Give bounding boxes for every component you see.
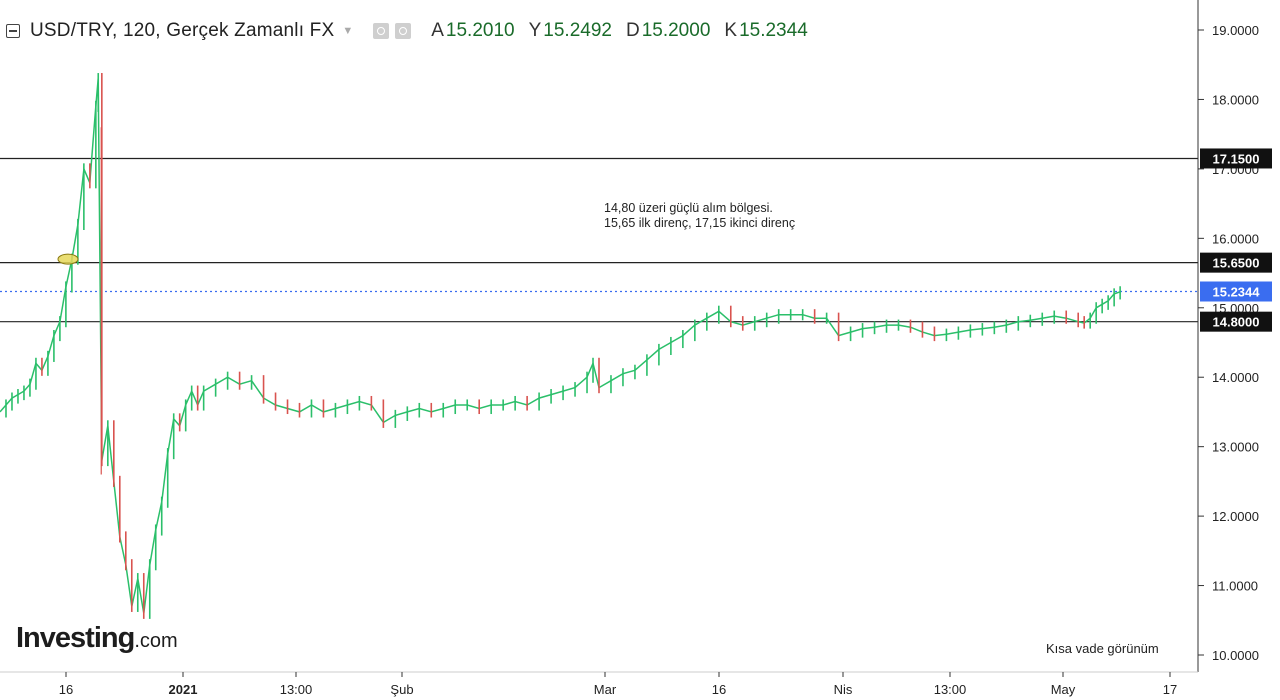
ohlc-low: D 15.2000 xyxy=(625,20,711,41)
ohlc-close: K 15.2344 xyxy=(724,20,808,41)
x-tick-label: 2021 xyxy=(169,682,198,697)
chart-header: USD/TRY, 120, Gerçek Zamanlı FX ▼ A 15.20… xyxy=(6,18,808,44)
y-axis: 19.000018.000017.000016.000015.000014.00… xyxy=(1198,23,1259,663)
ohlc-values: A 15.2010 Y 15.2492 D 15.2000 K 15.2344 xyxy=(431,20,808,42)
eye-icon[interactable] xyxy=(373,23,390,39)
highlight-marker xyxy=(57,253,79,265)
investing-logo[interactable]: Investing .com xyxy=(16,622,178,654)
y-tick-label: 10.0000 xyxy=(1212,648,1259,663)
y-tick-label: 16.0000 xyxy=(1212,231,1259,246)
x-tick-label: 16 xyxy=(59,682,73,697)
x-tick-label: Şub xyxy=(390,682,413,697)
level-label: 14.8000 xyxy=(1213,315,1260,330)
y-tick-label: 14.0000 xyxy=(1212,370,1259,385)
annotation-text: 14,80 üzeri güçlü alım bölgesi.15,65 ilk… xyxy=(604,201,795,230)
x-axis: 16 2021 13:00 Şub Mar 16 Nis 13:00 May 17 xyxy=(59,672,1177,697)
dropdown-icon[interactable]: ▼ xyxy=(342,25,354,37)
level-label-bg xyxy=(1200,252,1272,273)
y-tick-label: 12.0000 xyxy=(1212,509,1259,524)
view-note: Kısa vade görünüm xyxy=(1046,641,1159,656)
x-tick-label: 13:00 xyxy=(280,682,313,697)
settings-icon[interactable] xyxy=(395,23,412,39)
ohlc-high: Y 15.2492 xyxy=(528,20,612,41)
x-tick-label: Nis xyxy=(834,682,853,697)
x-tick-label: 17 xyxy=(1163,682,1177,697)
x-tick-label: 16 xyxy=(712,682,726,697)
last-price-label: 15.2344 xyxy=(1213,285,1261,300)
level-lines xyxy=(0,157,1198,323)
y-tick-label: 13.0000 xyxy=(1212,440,1259,455)
chart-title: USD/TRY, 120, Gerçek Zamanlı FX xyxy=(30,20,335,41)
x-tick-label: May xyxy=(1051,682,1076,697)
x-tick-label: Mar xyxy=(594,682,617,697)
level-label-bg xyxy=(1200,148,1272,169)
x-tick-label: 13:00 xyxy=(934,682,967,697)
level-labels: 17.1500 15.6500 14.8000 15.2344 xyxy=(1200,148,1272,332)
annotation-line: 15,65 ilk direnç, 17,15 ikinci direnç xyxy=(604,216,795,230)
last-price-label-bg xyxy=(1200,281,1272,302)
level-label-bg xyxy=(1200,311,1272,332)
ohlc-open: A 15.2010 xyxy=(431,20,515,41)
level-label: 15.6500 xyxy=(1213,256,1260,271)
candle-bars xyxy=(5,73,1121,619)
y-tick-label: 19.0000 xyxy=(1212,23,1259,38)
annotation-line: 14,80 üzeri güçlü alım bölgesi. xyxy=(604,201,773,215)
y-tick-label: 11.0000 xyxy=(1212,579,1258,594)
collapse-icon[interactable] xyxy=(6,24,20,38)
y-tick-label: 18.0000 xyxy=(1212,92,1259,107)
level-label: 17.1500 xyxy=(1213,151,1260,166)
